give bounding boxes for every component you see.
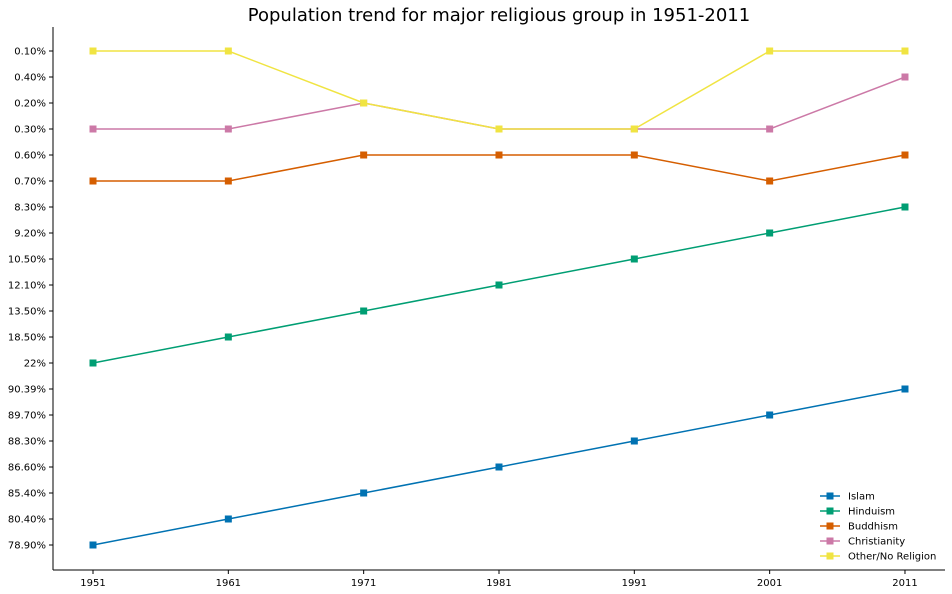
y-tick-label: 0.70% [14,177,46,188]
legend-marker [826,537,834,545]
y-tick-label: 13.50% [8,307,46,318]
series-line-christianity [93,76,906,130]
legend: Islam Hinduism Buddhism Christianity Other/N… [820,492,936,563]
data-point-christianity [901,73,909,81]
x-tick-label: 2001 [757,578,782,589]
data-point-other-no-religion [630,125,638,133]
y-tick-label: 12.10% [8,281,46,292]
data-point-buddhism [630,151,638,159]
y-tick-label: 22% [24,359,46,370]
data-point-buddhism [901,151,909,159]
data-point-buddhism [89,177,97,185]
data-point-christianity [766,125,774,133]
x-tick-label: 2011 [892,578,917,589]
legend-marker [826,492,834,500]
legend-marker [826,522,834,530]
data-point-other-no-religion [495,125,503,133]
x-tick-label: 1981 [486,578,511,589]
data-point-other-no-religion [360,99,368,107]
series-layer [89,47,909,549]
data-point-islam [360,489,368,497]
data-point-christianity [89,125,97,133]
data-point-other-no-religion [901,47,909,55]
x-tick-label: 1971 [351,578,376,589]
x-tick-label: 1961 [216,578,241,589]
y-tick-label: 8.30% [14,203,46,214]
data-point-christianity [224,125,232,133]
data-point-buddhism [360,151,368,159]
data-point-islam [495,463,503,471]
data-point-hinduism [495,281,503,289]
y-tick-label: 89.70% [8,411,46,422]
data-point-other-no-religion [766,47,774,55]
y-tick-label: 0.20% [14,99,46,110]
y-axis-ticks: 78.90% 80.40% 85.40% 86.60% 88.30% 89.70% 90.3… [8,47,53,552]
data-point-other-no-religion [224,47,232,55]
data-point-buddhism [766,177,774,185]
data-point-islam [224,515,232,523]
data-point-islam [901,385,909,393]
data-point-buddhism [224,177,232,185]
legend-label: Islam [848,492,875,503]
data-point-buddhism [495,151,503,159]
y-tick-label: 86.60% [8,463,46,474]
y-tick-label: 18.50% [8,333,46,344]
data-point-hinduism [630,255,638,263]
x-tick-label: 1951 [80,578,105,589]
y-tick-label: 9.20% [14,229,46,240]
x-tick-label: 1991 [622,578,647,589]
series-line-buddhism [93,154,906,182]
legend-marker [826,552,834,560]
series-line-other-no-religion [93,50,905,130]
y-tick-label: 0.40% [14,73,46,84]
chart-title: Population trend for major religious gro… [248,5,750,26]
legend-label: Hinduism [848,507,895,518]
y-tick-label: 10.50% [8,255,46,266]
y-tick-label: 0.10% [14,47,46,58]
data-point-islam [89,541,97,549]
data-point-hinduism [224,333,232,341]
y-tick-label: 0.60% [14,151,46,162]
data-point-hinduism [360,307,368,315]
y-tick-label: 78.90% [8,541,46,552]
y-tick-label: 85.40% [8,489,46,500]
data-point-hinduism [89,359,97,367]
legend-label: Buddhism [848,522,898,533]
y-tick-label: 88.30% [8,437,46,448]
x-axis-ticks: 1951 1961 1971 1981 1991 2001 2011 [80,570,918,589]
y-tick-label: 90.39% [8,385,46,396]
data-point-hinduism [766,229,774,237]
data-point-islam [630,437,638,445]
data-point-other-no-religion [89,47,97,55]
y-tick-label: 80.40% [8,515,46,526]
data-point-islam [766,411,774,419]
legend-label: Christianity [848,537,905,548]
legend-label: Other/No Religion [848,552,936,563]
legend-marker [826,507,834,515]
y-tick-label: 0.30% [14,125,46,136]
data-point-hinduism [901,203,909,211]
